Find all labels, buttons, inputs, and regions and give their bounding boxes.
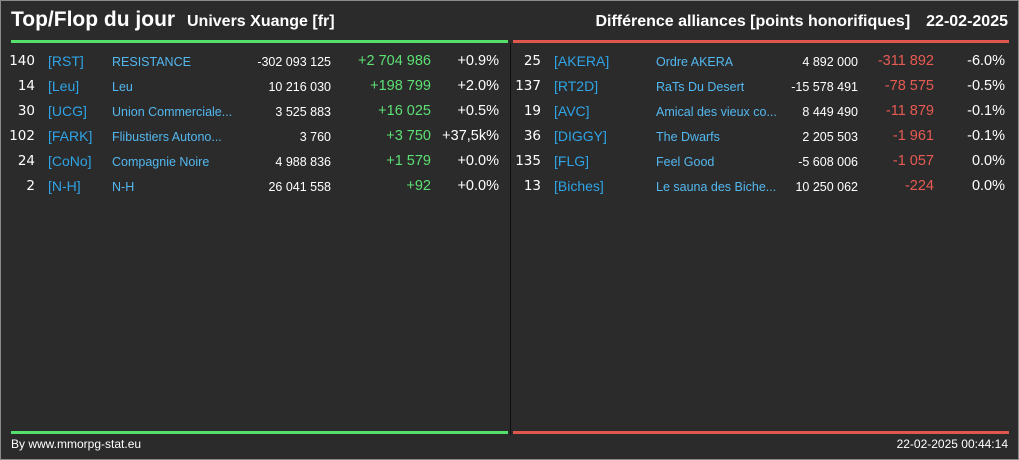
points-value: -302 093 125: [257, 55, 331, 69]
alliance-tag-link[interactable]: [AVC]: [554, 103, 590, 119]
alliance-name-link[interactable]: The Dwarfs: [656, 130, 720, 144]
page-title: Top/Flop du jour: [11, 8, 176, 31]
points-value: -15 578 491: [791, 80, 858, 94]
top-row: 102 [FARK] Flibustiers Autono... 3 760 +…: [1, 124, 501, 149]
diff-value: -11 879: [885, 103, 934, 119]
flop-row: 19 [AVC] Amical des vieux co... 8 449 49…: [507, 99, 1007, 124]
alliance-tag-link[interactable]: [RT2D]: [554, 78, 599, 94]
alliance-name-link[interactable]: Ordre AKERA: [656, 55, 734, 69]
source-link[interactable]: By www.mmorpg-stat.eu: [11, 437, 142, 451]
diff-value: +16 025: [378, 103, 431, 119]
alliance-name-link[interactable]: RaTs Du Desert: [656, 80, 745, 94]
rank: 14: [17, 78, 35, 94]
flop-accent-bar: [513, 40, 1009, 43]
generated-timestamp: 22-02-2025 00:44:14: [896, 437, 1008, 451]
points-value: 8 449 490: [802, 105, 858, 119]
rank: 102: [9, 128, 35, 144]
top-row: 140 [RST] RESISTANCE -302 093 125 +2 704…: [1, 49, 501, 74]
percent-value: +37,5k%: [442, 128, 499, 144]
rank: 140: [9, 53, 35, 69]
percent-value: 0.0%: [971, 153, 1005, 169]
flop-row: 137 [RT2D] RaTs Du Desert -15 578 491 -7…: [507, 74, 1007, 99]
flop-row: 13 [Biches] Le sauna des Biche... 10 250…: [507, 174, 1007, 199]
points-value: 3 525 883: [275, 105, 331, 119]
points-value: 4 892 000: [802, 55, 858, 69]
alliance-tag-link[interactable]: [UCG]: [48, 103, 87, 119]
flop-row: 36 [DIGGY] The Dwarfs 2 205 503 -1 961 -…: [507, 124, 1007, 149]
points-value: 4 988 836: [275, 155, 331, 169]
alliance-name-link[interactable]: RESISTANCE: [112, 55, 191, 69]
alliance-name-link[interactable]: Leu: [112, 80, 133, 94]
alliance-name-link[interactable]: Flibustiers Autono...: [112, 130, 222, 144]
alliance-name-link[interactable]: N-H: [112, 180, 135, 194]
percent-value: +0.5%: [457, 103, 499, 119]
top-row: 14 [Leu] Leu 10 216 030 +198 799 +2.0%: [1, 74, 501, 99]
alliance-name-link[interactable]: Feel Good: [656, 155, 715, 169]
top-accent-bar: [11, 40, 508, 43]
alliance-tag-link[interactable]: [DIGGY]: [554, 128, 607, 144]
flop-row: 25 [AKERA] Ordre AKERA 4 892 000 -311 89…: [507, 49, 1007, 74]
alliance-name-link[interactable]: Le sauna des Biche...: [656, 180, 777, 194]
diff-value: -224: [904, 178, 934, 194]
diff-value: +3 750: [386, 128, 431, 144]
diff-value: +92: [406, 178, 431, 194]
diff-value: -1 057: [892, 153, 934, 169]
rank: 36: [523, 128, 541, 144]
flop-panel: 25 [AKERA] Ordre AKERA 4 892 000 -311 89…: [507, 49, 1007, 199]
alliance-name-link[interactable]: Union Commerciale...: [112, 105, 233, 119]
alliance-tag-link[interactable]: [FLG]: [554, 153, 590, 169]
alliance-tag-link[interactable]: [CoNo]: [48, 153, 92, 169]
rank: 13: [523, 178, 541, 194]
diff-value: -311 892: [877, 53, 934, 69]
points-value: 26 041 558: [268, 180, 331, 194]
header-date: 22-02-2025: [926, 13, 1008, 30]
top-row: 24 [CoNo] Compagnie Noire 4 988 836 +1 5…: [1, 149, 501, 174]
percent-value: -0.1%: [967, 103, 1005, 119]
points-value: -5 608 006: [798, 155, 858, 169]
alliance-tag-link[interactable]: [Leu]: [48, 78, 80, 94]
rank: 30: [17, 103, 35, 119]
percent-value: -6.0%: [967, 53, 1005, 69]
alliance-tag-link[interactable]: [RST]: [48, 53, 84, 69]
percent-value: -0.1%: [967, 128, 1005, 144]
rank: 19: [523, 103, 541, 119]
percent-value: +0.0%: [457, 178, 499, 194]
diff-value: +1 579: [386, 153, 431, 169]
points-value: 10 250 062: [795, 180, 858, 194]
diff-value: +2 704 986: [358, 53, 431, 69]
alliance-tag-link[interactable]: [Biches]: [554, 178, 604, 194]
panel-divider: [510, 43, 511, 435]
alliance-tag-link[interactable]: [AKERA]: [554, 53, 610, 69]
alliance-name-link[interactable]: Amical des vieux co...: [656, 105, 777, 119]
percent-value: +0.0%: [457, 153, 499, 169]
alliance-name-link[interactable]: Compagnie Noire: [112, 155, 210, 169]
rank: 24: [17, 153, 35, 169]
alliance-tag-link[interactable]: [FARK]: [48, 128, 93, 144]
rank: 137: [515, 78, 541, 94]
diff-value: -1 961: [892, 128, 934, 144]
header-right: Différence alliances [points honorifique…: [595, 13, 1008, 31]
points-value: 3 760: [299, 130, 331, 144]
diff-value: -78 575: [884, 78, 934, 94]
points-value: 2 205 503: [802, 130, 858, 144]
rank: 135: [515, 153, 541, 169]
stat-label: Différence alliances [points honorifique…: [595, 13, 911, 30]
universe-label: Univers Xuange [fr]: [187, 13, 335, 30]
percent-value: +2.0%: [457, 78, 499, 94]
flop-bottom-bar: [513, 431, 1009, 434]
percent-value: 0.0%: [971, 178, 1005, 194]
points-value: 10 216 030: [268, 80, 331, 94]
percent-value: +0.9%: [457, 53, 499, 69]
top-bottom-bar: [11, 431, 508, 434]
diff-value: +198 799: [370, 78, 431, 94]
rank: 2: [26, 178, 35, 194]
flop-row: 135 [FLG] Feel Good -5 608 006 -1 057 0.…: [507, 149, 1007, 174]
top-row: 30 [UCG] Union Commerciale... 3 525 883 …: [1, 99, 501, 124]
rank: 25: [523, 53, 541, 69]
top-row: 2 [N-H] N-H 26 041 558 +92 +0.0%: [1, 174, 501, 199]
percent-value: -0.5%: [967, 78, 1005, 94]
top-panel: 140 [RST] RESISTANCE -302 093 125 +2 704…: [1, 49, 501, 199]
alliance-tag-link[interactable]: [N-H]: [48, 178, 81, 194]
